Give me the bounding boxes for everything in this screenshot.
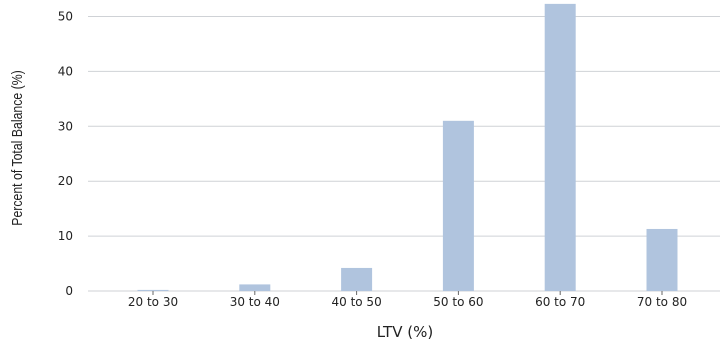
y-axis-title: Percent of Total Balance (%)	[9, 70, 25, 226]
bar-70-to-80	[646, 228, 678, 291]
x-tick-layer: 20 to 30 30 to 40 40 to 50 50 to 60 60 to 70…	[128, 291, 687, 309]
bar-20-to-30	[137, 289, 169, 291]
x-tick-label-40-to-50: 40 to 50	[331, 295, 381, 309]
bar-50-to-60	[442, 120, 474, 291]
bar-60-to-70	[544, 3, 576, 292]
x-axis-title: LTV (%)	[377, 323, 433, 341]
y-tick-label-50: 50	[58, 10, 73, 24]
bar-40-to-50	[341, 267, 373, 291]
y-tick-label-20: 20	[58, 174, 73, 188]
x-tick-label-30-to-40: 30 to 40	[230, 295, 280, 309]
y-tick-label-40: 40	[58, 64, 73, 78]
x-tick-label-20-to-30: 20 to 30	[128, 295, 178, 309]
bar-layer	[137, 3, 678, 292]
bar-30-to-40	[239, 284, 271, 291]
y-tick-label-30: 30	[58, 119, 73, 133]
grid-layer	[88, 16, 720, 292]
x-tick-label-60-to-70: 60 to 70	[535, 295, 585, 309]
x-tick-label-50-to-60: 50 to 60	[433, 295, 483, 309]
y-tick-label-10: 10	[58, 229, 73, 243]
x-tick-label-70-to-80: 70 to 80	[637, 295, 687, 309]
y-tick-label-0: 0	[65, 284, 73, 298]
y-tick-layer: 0 10 20 30 40 50	[58, 10, 73, 299]
